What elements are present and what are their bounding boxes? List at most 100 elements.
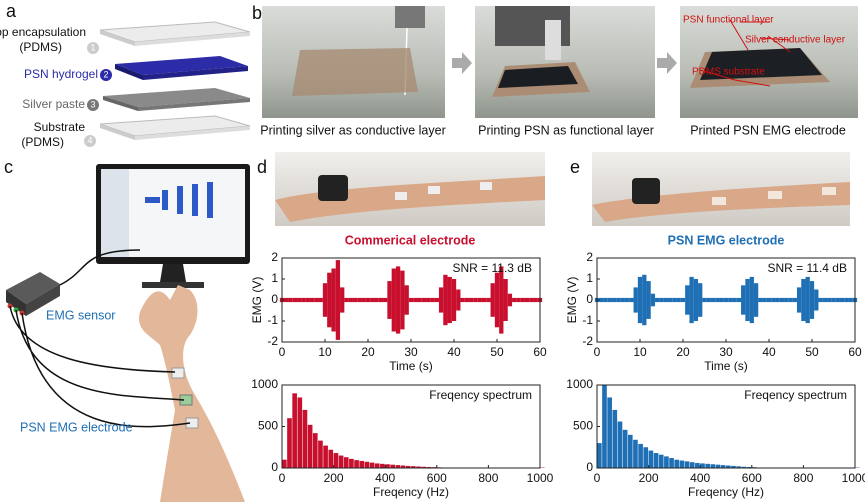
spectrum-bar xyxy=(612,409,618,468)
spectrum-bar xyxy=(736,466,741,468)
spectrum-bar xyxy=(359,460,365,468)
spectrum-bar xyxy=(328,449,334,468)
spectrum-bar xyxy=(664,456,669,468)
signal-burst xyxy=(715,297,720,303)
x-axis-label: Freqency (Hz) xyxy=(688,485,764,499)
annotation: Freqency spectrum xyxy=(429,388,532,402)
spectrum-bar xyxy=(354,460,359,468)
layer-number: 3 xyxy=(90,99,95,109)
signal-burst xyxy=(370,297,375,303)
signal-burst xyxy=(490,283,495,317)
signal-burst xyxy=(365,297,371,303)
x-axis-label: Freqency (Hz) xyxy=(373,485,449,499)
y-axis-label: EMG (V) xyxy=(565,277,579,324)
y-axis-label: EMG (V) xyxy=(250,277,264,324)
spectrum-bar xyxy=(638,443,643,468)
signal-burst xyxy=(426,297,431,303)
spectrum-bar xyxy=(374,463,380,468)
y-tick-label: -1 xyxy=(582,313,593,327)
spectrum-bar xyxy=(695,463,700,468)
signal-burst xyxy=(620,297,625,303)
signal-burst xyxy=(655,297,660,303)
spectrum-bar xyxy=(633,439,638,468)
y-tick-label: -2 xyxy=(582,334,593,348)
signal-burst xyxy=(710,297,716,303)
signal-burst xyxy=(400,270,405,330)
signal-burst xyxy=(672,297,677,303)
x-tick-label: 600 xyxy=(742,471,762,485)
signal-burst xyxy=(391,268,396,332)
spectrum-bar xyxy=(653,453,659,468)
x-tick-label: 0 xyxy=(594,345,601,359)
x-tick-label: 200 xyxy=(324,471,344,485)
caption: Printed PSN EMG electrode xyxy=(690,123,846,137)
cable xyxy=(59,249,141,286)
x-tick-label: 0 xyxy=(279,345,286,359)
cable xyxy=(9,305,191,428)
signal-burst xyxy=(827,297,832,303)
signal-burst xyxy=(801,279,806,321)
y-tick-label: 1 xyxy=(271,271,278,285)
signal-burst xyxy=(378,297,384,303)
spectrum-bar xyxy=(643,447,649,468)
y-tick-label: 0 xyxy=(586,460,593,474)
layer-badge xyxy=(87,42,99,54)
signal-burst xyxy=(322,283,328,317)
signal-burst xyxy=(456,289,461,311)
annotation: SNR = 11.3 dB xyxy=(453,261,533,275)
spectrum-bar xyxy=(715,464,721,468)
x-tick-label: 600 xyxy=(427,471,447,485)
layer-number: 1 xyxy=(90,42,95,52)
photo xyxy=(475,6,655,118)
signal-burst xyxy=(792,297,797,303)
signal-burst xyxy=(331,268,336,332)
signal-burst xyxy=(340,287,345,313)
signal-burst xyxy=(839,297,845,303)
y-tick-label: 2 xyxy=(271,250,278,264)
signal-burst xyxy=(503,279,508,321)
signal-burst xyxy=(607,297,613,303)
photo xyxy=(262,6,445,118)
signal-burst xyxy=(762,297,767,303)
x-tick-label: 20 xyxy=(361,345,375,359)
spectrum-bar xyxy=(658,454,664,468)
spectrum-bar xyxy=(287,418,292,468)
layer-number: 2 xyxy=(103,69,108,79)
layer-label: Substrate xyxy=(34,120,86,134)
caption: Printing silver as conductive layer xyxy=(260,123,446,137)
signal-burst xyxy=(387,281,392,319)
signal-burst xyxy=(818,297,823,303)
signal-burst xyxy=(650,293,656,307)
x-tick-label: 1000 xyxy=(527,471,554,485)
signal-burst xyxy=(814,289,819,311)
x-tick-label: 50 xyxy=(490,345,504,359)
layer-badge xyxy=(84,135,96,147)
signal-burst xyxy=(844,297,849,303)
signal-burst xyxy=(520,297,525,303)
signal-burst xyxy=(524,297,530,303)
signal-burst xyxy=(779,297,785,303)
signal-burst xyxy=(667,297,673,303)
x-tick-label: 1000 xyxy=(842,471,865,485)
signal-burst xyxy=(689,276,694,324)
signal-burst xyxy=(822,297,828,303)
signal-burst xyxy=(796,287,802,313)
spectrum-bar xyxy=(323,445,328,468)
signal-burst xyxy=(659,297,664,303)
signal-burst xyxy=(507,293,513,307)
y-tick-label: -2 xyxy=(267,334,278,348)
x-tick-label: 400 xyxy=(375,471,395,485)
y-tick-label: 500 xyxy=(573,419,593,433)
spectrum-bar xyxy=(741,466,747,468)
spectrum-bar xyxy=(602,385,607,468)
signal-burst xyxy=(835,297,840,303)
y-tick-label: 0 xyxy=(586,292,593,306)
layer-number: 4 xyxy=(87,135,92,145)
signal-burst xyxy=(698,283,703,317)
y-tick-label: 0 xyxy=(271,292,278,306)
signal-burst xyxy=(447,276,452,324)
setup-label: EMG sensor xyxy=(46,308,115,322)
annotation: Freqency spectrum xyxy=(744,388,847,402)
signal-burst xyxy=(301,297,306,303)
signal-burst xyxy=(728,297,733,303)
